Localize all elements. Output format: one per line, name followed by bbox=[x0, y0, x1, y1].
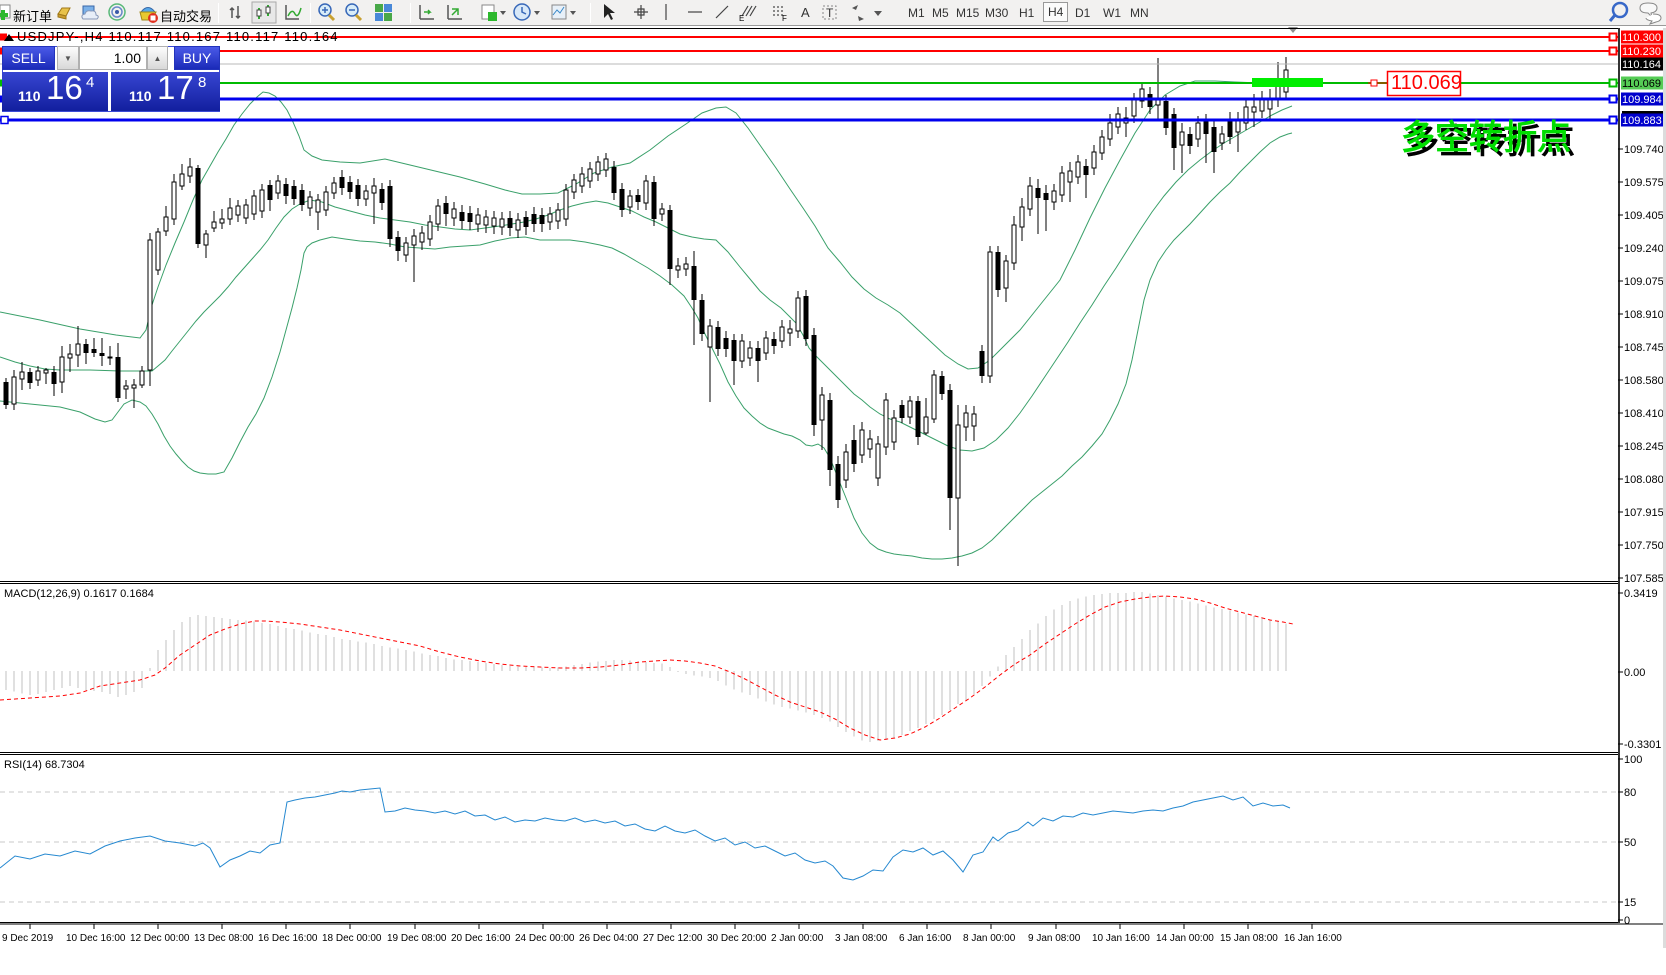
svg-text:19 Dec 08:00: 19 Dec 08:00 bbox=[387, 933, 447, 944]
svg-text:110.230: 110.230 bbox=[1622, 46, 1661, 58]
svg-text:9 Dec 2019: 9 Dec 2019 bbox=[2, 933, 54, 944]
svg-text:13 Dec 08:00: 13 Dec 08:00 bbox=[194, 933, 254, 944]
svg-text:108.745: 108.745 bbox=[1624, 342, 1664, 354]
svg-text:100: 100 bbox=[1624, 754, 1642, 766]
svg-text:108.080: 108.080 bbox=[1624, 474, 1664, 486]
svg-text:110.069: 110.069 bbox=[1391, 72, 1462, 94]
svg-text:T: T bbox=[826, 6, 834, 20]
svg-text:107.585: 107.585 bbox=[1624, 573, 1664, 585]
svg-text:30 Dec 20:00: 30 Dec 20:00 bbox=[707, 933, 767, 944]
svg-text:-0.3301: -0.3301 bbox=[1624, 739, 1661, 751]
svg-text:109.984: 109.984 bbox=[1622, 94, 1662, 106]
svg-text:50: 50 bbox=[1624, 837, 1636, 849]
svg-text:USDJPY-,H4 110.117 110.167 11: USDJPY-,H4 110.117 110.167 110.117 110.1… bbox=[17, 29, 339, 44]
svg-text:80: 80 bbox=[1624, 787, 1636, 799]
svg-text:109.240: 109.240 bbox=[1624, 243, 1664, 255]
svg-text:107.915: 107.915 bbox=[1624, 507, 1664, 519]
svg-text:16 Jan 16:00: 16 Jan 16:00 bbox=[1284, 933, 1342, 944]
svg-text:6 Jan 16:00: 6 Jan 16:00 bbox=[899, 933, 952, 944]
svg-text:108.410: 108.410 bbox=[1624, 408, 1664, 420]
svg-text:108.580: 108.580 bbox=[1624, 375, 1664, 387]
svg-text:10 Dec 16:00: 10 Dec 16:00 bbox=[66, 933, 126, 944]
svg-text:20 Dec 16:00: 20 Dec 16:00 bbox=[451, 933, 511, 944]
svg-text:多空转折点: 多空转折点 bbox=[1401, 119, 1571, 157]
svg-text:0.3419: 0.3419 bbox=[1624, 588, 1658, 600]
svg-text:0.00: 0.00 bbox=[1624, 667, 1645, 679]
svg-text:107.750: 107.750 bbox=[1624, 540, 1664, 552]
svg-text:A: A bbox=[801, 5, 810, 20]
svg-text:8 Jan 00:00: 8 Jan 00:00 bbox=[963, 933, 1016, 944]
svg-text:109.075: 109.075 bbox=[1624, 276, 1664, 288]
svg-text:110.069: 110.069 bbox=[1622, 78, 1661, 90]
svg-text:2 Jan 00:00: 2 Jan 00:00 bbox=[771, 933, 824, 944]
svg-text:MACD(12,26,9) 0.1617 0.1684: MACD(12,26,9) 0.1617 0.1684 bbox=[4, 588, 154, 600]
svg-text:109.405: 109.405 bbox=[1624, 210, 1664, 222]
svg-text:110.164: 110.164 bbox=[1622, 59, 1661, 71]
svg-text:109.575: 109.575 bbox=[1624, 177, 1664, 189]
svg-text:109.740: 109.740 bbox=[1624, 144, 1664, 156]
svg-text:109.883: 109.883 bbox=[1622, 115, 1662, 127]
svg-text:24 Dec 00:00: 24 Dec 00:00 bbox=[515, 933, 575, 944]
svg-text:F: F bbox=[782, 14, 787, 23]
svg-text:E: E bbox=[739, 14, 744, 23]
svg-text:15: 15 bbox=[1624, 897, 1636, 909]
svg-text:9 Jan 08:00: 9 Jan 08:00 bbox=[1028, 933, 1081, 944]
svg-text:0: 0 bbox=[1624, 915, 1630, 927]
svg-text:3 Jan 08:00: 3 Jan 08:00 bbox=[835, 933, 888, 944]
svg-text:14 Jan 00:00: 14 Jan 00:00 bbox=[1156, 933, 1214, 944]
svg-text:110.300: 110.300 bbox=[1622, 32, 1661, 44]
svg-text:26 Dec 04:00: 26 Dec 04:00 bbox=[579, 933, 639, 944]
svg-text:15 Jan 08:00: 15 Jan 08:00 bbox=[1220, 933, 1278, 944]
svg-text:多空转折点: 多空转折点 bbox=[1405, 123, 1575, 161]
svg-text:16 Dec 16:00: 16 Dec 16:00 bbox=[258, 933, 318, 944]
svg-text:108.910: 108.910 bbox=[1624, 309, 1664, 321]
svg-text:10 Jan 16:00: 10 Jan 16:00 bbox=[1092, 933, 1150, 944]
svg-text:18 Dec 00:00: 18 Dec 00:00 bbox=[322, 933, 382, 944]
svg-text:108.245: 108.245 bbox=[1624, 441, 1664, 453]
svg-text:RSI(14) 68.7304: RSI(14) 68.7304 bbox=[4, 759, 85, 771]
svg-text:12 Dec 00:00: 12 Dec 00:00 bbox=[130, 933, 190, 944]
svg-text:27 Dec 12:00: 27 Dec 12:00 bbox=[643, 933, 703, 944]
